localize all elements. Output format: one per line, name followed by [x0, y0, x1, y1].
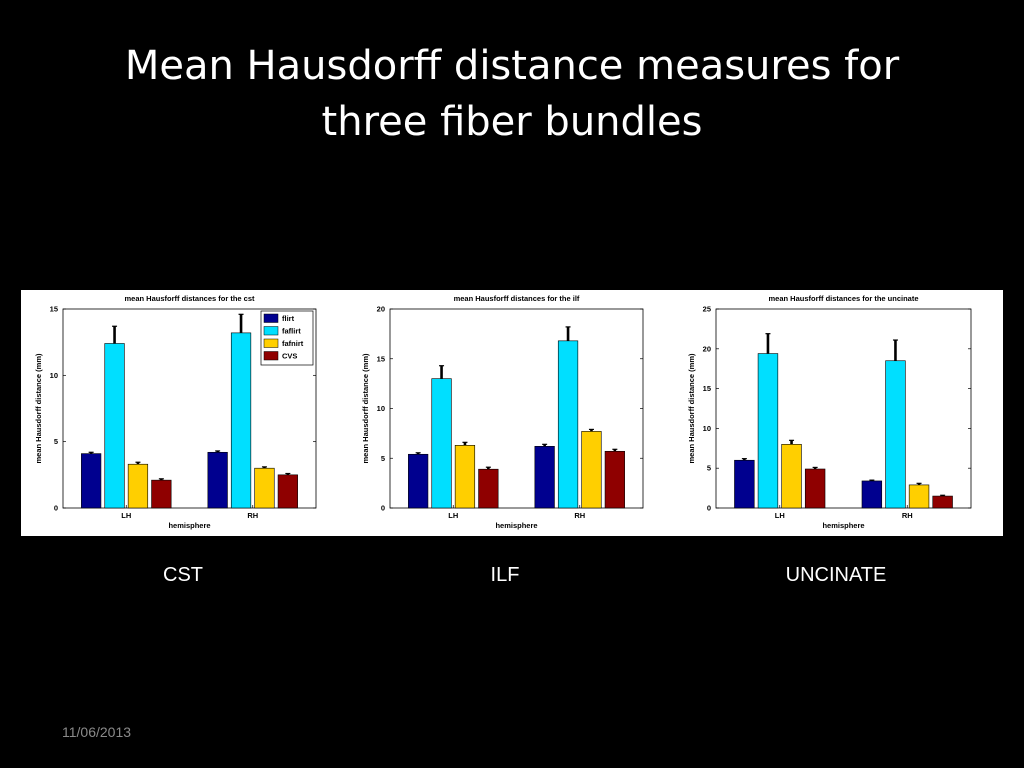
- bar-CVS: [932, 495, 953, 509]
- x-tick-label: LH: [121, 511, 131, 520]
- bar-faflirt: [885, 360, 906, 509]
- bar-CVS: [804, 468, 826, 509]
- bar-fafnirt: [454, 445, 476, 509]
- y-tick-label: 5: [54, 437, 58, 446]
- bar-CVS: [151, 479, 172, 509]
- bar-faflirt: [230, 332, 252, 509]
- bar-fafnirt: [581, 431, 602, 509]
- bar-CVS: [604, 450, 625, 509]
- y-tick-label: 5: [707, 464, 711, 473]
- x-tick-label: LH: [448, 511, 458, 520]
- slide-date: 11/06/2013: [62, 724, 132, 740]
- bar-fafnirt: [908, 484, 930, 509]
- bar-fafnirt: [254, 467, 275, 509]
- y-tick-label: 20: [377, 305, 385, 314]
- y-tick-label: 25: [703, 305, 711, 314]
- legend-swatch-fafnirt: [263, 338, 279, 348]
- bar-faflirt: [757, 353, 779, 509]
- bar-faflirt: [431, 378, 452, 509]
- y-tick-label: 15: [50, 305, 58, 314]
- x-tick-label: RH: [247, 511, 258, 520]
- chart-title: mean Hausforff distances for the uncinat…: [768, 294, 918, 303]
- y-axis-label: mean Hausdorff distance (mm): [361, 353, 370, 464]
- legend-label: faflirt: [282, 327, 301, 336]
- bar-flirt: [534, 446, 555, 509]
- bar-CVS: [478, 468, 499, 509]
- x-axis-label: hemisphere: [168, 521, 210, 530]
- figure-strip: mean Hausforff distances for the cst 0 5 10…: [21, 290, 1003, 536]
- y-tick-label: 15: [377, 354, 385, 363]
- chart-title: mean Hausforff distances for the cst: [124, 294, 255, 303]
- bar-flirt: [81, 453, 102, 509]
- bar-fafnirt: [127, 463, 149, 509]
- y-tick-label: 0: [381, 504, 385, 513]
- slide-title-line-2: three fiber bundles: [321, 99, 703, 145]
- slide-title-line-1: Mean Hausdorff distance measures for: [124, 43, 900, 89]
- y-tick-label: 10: [50, 371, 58, 380]
- chart-ilf: mean Hausforff distances for the ilf 0 5 10…: [361, 294, 644, 530]
- legend-label: flirt: [282, 314, 295, 323]
- y-tick-label: 15: [703, 384, 711, 393]
- x-axis-label: hemisphere: [495, 521, 537, 530]
- bar-CVS: [277, 474, 298, 509]
- legend-swatch-flirt: [263, 313, 279, 323]
- y-tick-label: 0: [54, 504, 58, 513]
- legend-label: fafnirt: [282, 339, 304, 348]
- x-tick-label: RH: [574, 511, 585, 520]
- caption-cst: CST: [163, 564, 203, 586]
- x-axis-label: hemisphere: [822, 521, 864, 530]
- bar-flirt: [207, 451, 228, 509]
- bar-faflirt: [557, 340, 579, 509]
- chart-title: mean Hausforff distances for the ilf: [454, 294, 580, 303]
- legend-swatch-faflirt: [263, 326, 279, 336]
- bar-flirt: [861, 480, 883, 509]
- y-tick-label: 10: [377, 404, 385, 413]
- y-tick-label: 10: [703, 424, 711, 433]
- bar-flirt: [734, 459, 755, 509]
- legend-label: CVS: [282, 352, 297, 361]
- y-tick-label: 0: [707, 504, 711, 513]
- bar-flirt: [408, 453, 429, 509]
- chart-cst: mean Hausforff distances for the cst 0 5 10…: [34, 294, 317, 530]
- legend-swatch-CVS: [263, 351, 279, 361]
- y-axis-label: mean Hausdorff distance (mm): [687, 353, 696, 464]
- caption-ilf: ILF: [490, 564, 520, 586]
- slide-title: Mean Hausdorff distance measures for thr…: [60, 38, 964, 150]
- x-tick-label: LH: [775, 511, 785, 520]
- y-tick-label: 20: [703, 344, 711, 353]
- y-tick-label: 5: [381, 454, 385, 463]
- y-axis-label: mean Hausdorff distance (mm): [34, 353, 43, 464]
- caption-uncinate: UNCINATE: [785, 564, 887, 586]
- x-tick-label: RH: [902, 511, 913, 520]
- bar-faflirt: [104, 343, 125, 509]
- bar-fafnirt: [781, 444, 802, 509]
- chart-uncinate: mean Hausforff distances for the uncinat…: [687, 294, 972, 530]
